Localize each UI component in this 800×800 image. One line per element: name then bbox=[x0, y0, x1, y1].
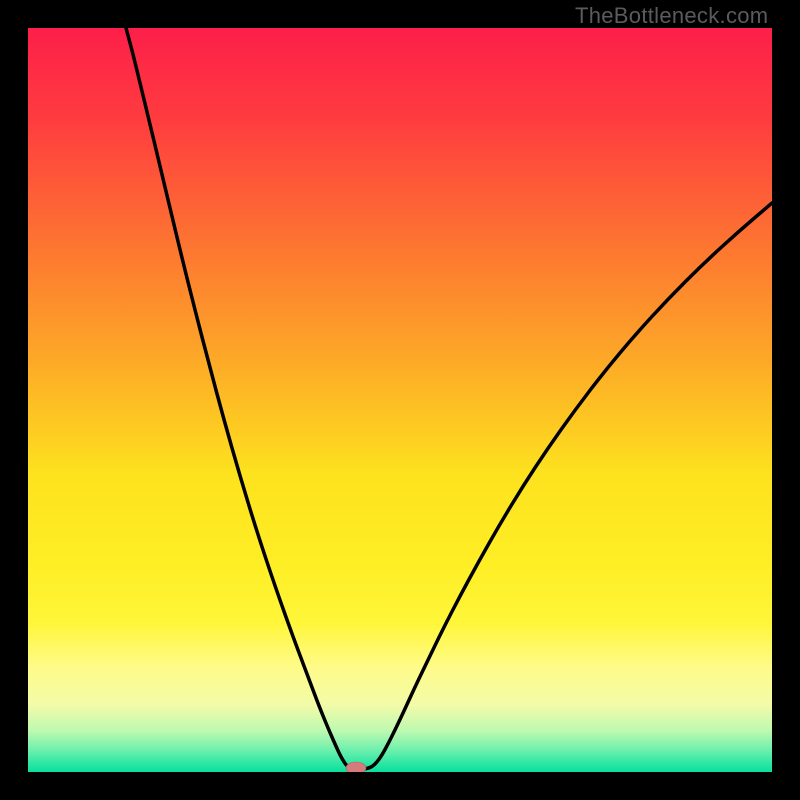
minimum-marker bbox=[346, 762, 366, 772]
plot-svg bbox=[28, 28, 772, 772]
plot-area bbox=[28, 28, 772, 772]
chart-canvas: TheBottleneck.com bbox=[0, 0, 800, 800]
gradient-background bbox=[28, 28, 772, 772]
watermark-text: TheBottleneck.com bbox=[575, 3, 768, 29]
